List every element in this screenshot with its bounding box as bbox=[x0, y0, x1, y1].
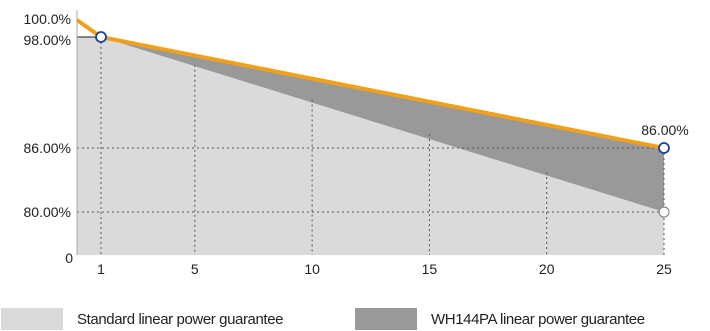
x-tick-label: 10 bbox=[304, 261, 320, 277]
x-tick-label: 1 bbox=[97, 261, 105, 277]
series-area-wh144pa bbox=[101, 37, 664, 212]
legend-swatch-wh144pa bbox=[355, 308, 417, 330]
legend-label-standard: Standard linear power guarantee bbox=[77, 310, 284, 328]
series-area-standard bbox=[77, 37, 664, 255]
x-tick-label: 20 bbox=[539, 261, 555, 277]
x-tick-label: 25 bbox=[656, 261, 672, 277]
data-point-marker bbox=[95, 31, 107, 43]
x-tick-label: 15 bbox=[422, 261, 438, 277]
legend-item-wh144pa: WH144PA linear power guarantee bbox=[355, 308, 645, 330]
legend-swatch-standard bbox=[1, 308, 63, 330]
y-tick-label: 98.00% bbox=[24, 32, 71, 48]
legend-label-wh144pa: WH144PA linear power guarantee bbox=[431, 310, 645, 328]
y-tick-label: 0 bbox=[65, 250, 73, 266]
legend-item-standard: Standard linear power guarantee bbox=[1, 308, 283, 330]
annotation-label: 86.00% bbox=[641, 122, 688, 138]
y-tick-label: 86.00% bbox=[24, 140, 71, 156]
data-point-marker bbox=[658, 142, 670, 154]
x-tick-label: 5 bbox=[191, 261, 199, 277]
y-tick-label: 80.00% bbox=[24, 204, 71, 220]
y-tick-label: 100.0% bbox=[24, 11, 71, 27]
data-point-marker bbox=[658, 206, 670, 218]
